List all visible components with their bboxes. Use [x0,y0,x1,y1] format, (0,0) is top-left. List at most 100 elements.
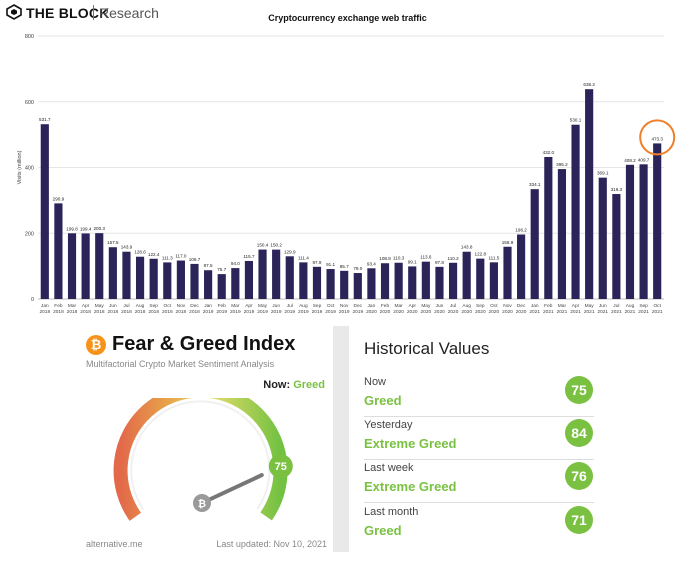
bar [231,268,240,299]
x-tick-label-year: 2018 [67,309,78,315]
data-label: 93.4 [367,261,376,266]
bar [544,156,553,299]
data-label: 199.8 [66,226,78,231]
data-label: 150.4 [257,243,269,248]
data-label: 369.1 [597,171,609,176]
data-label: 290.9 [53,196,65,201]
bar [40,124,49,299]
x-tick-label-year: 2020 [380,309,391,315]
x-tick-label-year: 2019 [203,309,214,315]
row-divider [364,416,594,417]
data-label: 531.7 [39,117,51,122]
source-link[interactable]: alternative.me [86,539,143,549]
data-label: 199.4 [80,226,92,231]
x-tick-label-month: Sep [313,303,322,309]
bar [217,274,226,299]
x-tick-label-month: Jul [123,303,129,309]
fear-greed-gauge: ₿ 75 [113,398,293,521]
bar [67,233,77,299]
history-value-badge: 75 [565,376,593,404]
bar [122,251,131,299]
x-tick-label-year: 2020 [461,309,472,315]
bar [571,124,580,300]
x-tick-label-year: 2020 [421,309,432,315]
data-label: 409.7 [638,157,650,162]
history-row-last-month: Last month Greed 71 [364,506,594,549]
data-label: 94.0 [231,261,240,266]
bar [108,247,117,299]
bar [340,270,349,299]
bar [435,266,444,299]
x-tick-label-month: Dec [517,303,526,309]
data-label: 111.5 [488,255,499,260]
x-tick-label-month: May [585,303,595,309]
data-label: 158.9 [502,240,514,245]
x-tick-label-month: Sep [149,303,158,309]
x-tick-label-year: 2020 [407,309,418,315]
fear-greed-panel: ₿ Fear & Greed Index Multifactorial Cryp… [0,326,333,576]
chart-title: Cryptocurrency exchange web traffic [268,13,427,23]
gauge-hub [193,494,211,512]
brand-subtitle: Research [99,5,159,21]
x-tick-label-year: 2018 [94,309,105,315]
history-classification: Greed [364,523,402,538]
historical-title: Historical Values [364,339,490,358]
data-label: 122.8 [475,252,487,257]
data-label: 530.1 [570,118,582,123]
bar [367,268,376,299]
x-tick-label-month: Apr [82,303,90,309]
x-tick-label-year: 2018 [176,309,187,315]
history-row-yesterday: Yesterday Extreme Greed 84 [364,419,594,462]
bar [598,177,607,299]
header: THE BLOCK Research [0,0,695,28]
x-tick-label-year: 2020 [448,309,459,315]
y-tick-label: 200 [25,231,34,237]
x-tick-label-year: 2019 [230,309,241,315]
x-tick-label-month: Jan [204,303,212,309]
x-tick-label-month: Feb [54,303,63,309]
data-label: 110.3 [393,256,405,261]
x-tick-label-year: 2020 [434,309,445,315]
historical-panel: Historical Values Now Greed 75 Yesterday… [349,326,695,576]
x-tick-label-year: 2019 [244,309,255,315]
bar [625,164,635,299]
data-label: 122.4 [148,252,160,257]
x-tick-label-month: Mar [558,303,567,309]
y-tick-label: 600 [25,100,34,106]
x-tick-label-month: Aug [299,303,308,309]
data-label: 85.7 [340,264,349,269]
history-classification: Greed [364,393,402,408]
y-axis-label: Visits (million) [17,150,23,184]
x-tick-label-year: 2019 [271,309,282,315]
x-tick-label-month: Jul [287,303,293,309]
x-tick-label-month: Apr [245,303,253,309]
data-label: 196.2 [515,227,527,232]
data-label: 106.7 [189,257,201,262]
bar [272,249,281,299]
data-label: 128.6 [134,250,146,255]
data-label: 150.2 [270,243,282,248]
bar [530,189,539,299]
bar [653,143,662,299]
x-tick-label-month: Oct [490,303,498,309]
history-row-now: Now Greed 75 [364,376,594,419]
bar [421,261,430,299]
y-tick-label: 800 [25,34,34,40]
data-label: 110.2 [447,256,459,261]
history-value-badge: 76 [565,462,593,490]
data-label: 111.3 [162,255,173,260]
now-value: Greed [293,379,325,391]
data-label: 129.9 [284,249,296,254]
x-tick-label-month: Feb [218,303,227,309]
x-tick-label-month: Jun [599,303,607,309]
bar [353,273,362,299]
history-classification: Extreme Greed [364,479,457,494]
bar [503,246,512,299]
bar [163,262,172,299]
x-tick-label-month: Aug [462,303,471,309]
x-tick-label-year: 2018 [108,309,119,315]
bar [448,262,458,299]
x-tick-label-month: Sep [476,303,485,309]
history-label: Now [364,376,387,388]
